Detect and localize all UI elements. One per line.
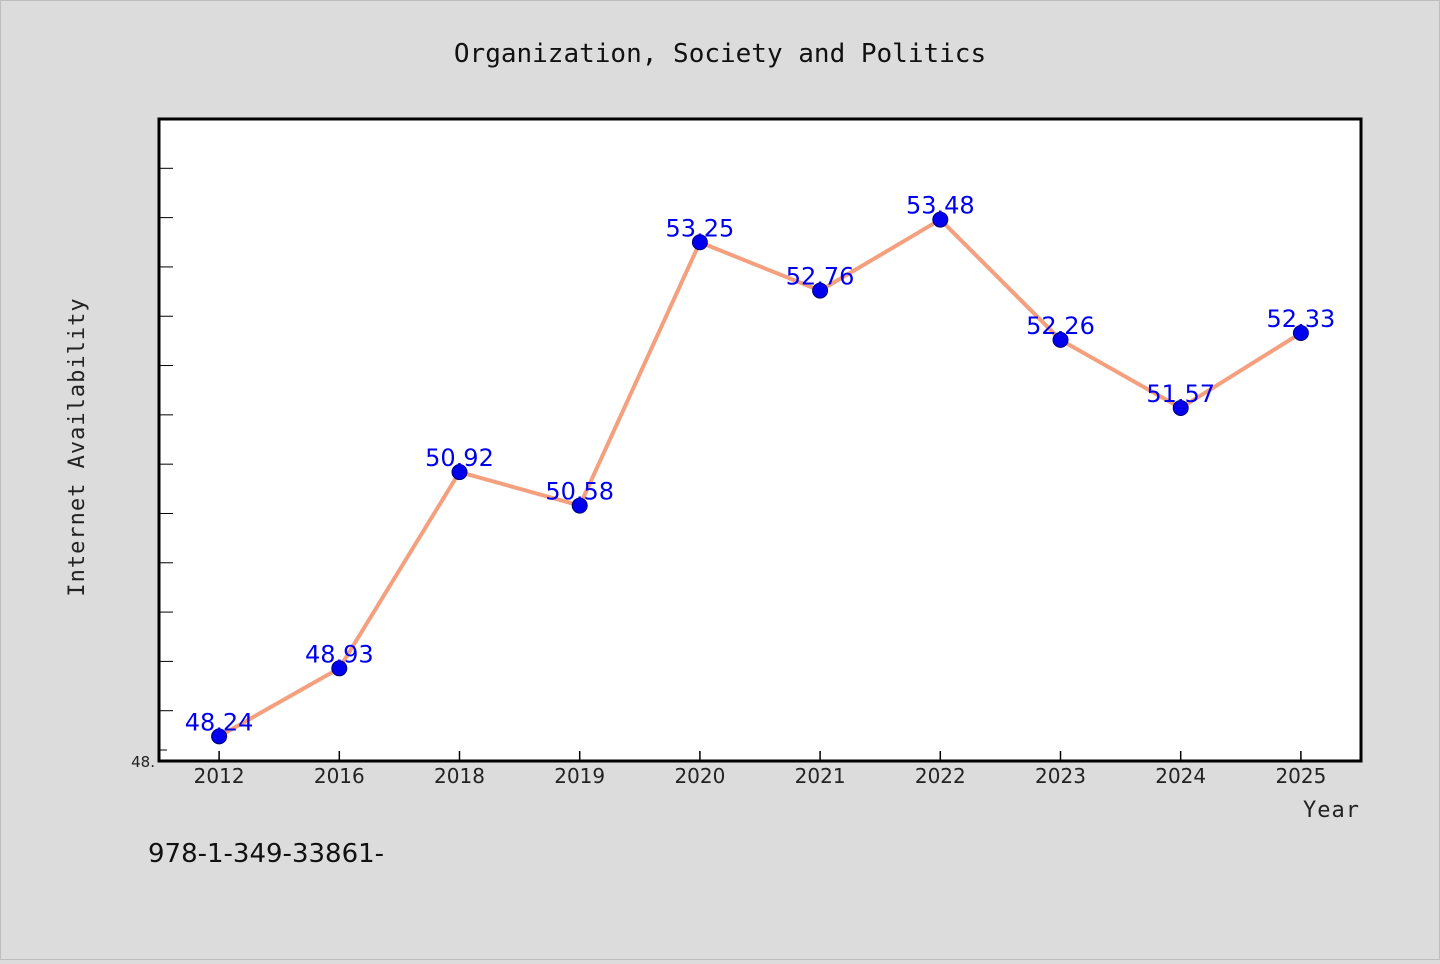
data-point bbox=[1052, 331, 1069, 348]
x-tick-label: 2018 bbox=[434, 764, 485, 788]
data-point bbox=[571, 497, 588, 514]
series-group: 48.24 48.93 50.92 50.58 53.25 52.76 53.48 52.26… bbox=[185, 192, 1336, 745]
data-label: 53.25 bbox=[666, 214, 735, 242]
data-point bbox=[812, 282, 829, 299]
data-label: 52.76 bbox=[786, 263, 855, 291]
data-point bbox=[331, 660, 348, 677]
data-label: 50.92 bbox=[425, 444, 494, 472]
plot-area bbox=[157, 117, 1363, 763]
y-axis-ticks bbox=[159, 167, 173, 751]
x-tick-label: 2019 bbox=[554, 764, 605, 788]
data-label: 52.26 bbox=[1026, 312, 1095, 340]
series-line bbox=[217, 217, 1303, 739]
x-tick-label: 2012 bbox=[194, 764, 245, 788]
data-point bbox=[1292, 325, 1309, 341]
x-tick-label: 2024 bbox=[1155, 764, 1206, 788]
x-tick-label: 2016 bbox=[314, 764, 365, 788]
x-tick-label: 2023 bbox=[1035, 764, 1086, 788]
y-axis-label: Internet Availability bbox=[65, 297, 90, 596]
x-tick-label: 2025 bbox=[1275, 764, 1326, 788]
x-tick-label: 2021 bbox=[795, 764, 846, 788]
data-point bbox=[1172, 399, 1189, 416]
data-point bbox=[211, 728, 228, 745]
x-tick-label: 2020 bbox=[674, 764, 725, 788]
y-tick-label: 48. bbox=[131, 753, 155, 771]
data-point bbox=[691, 234, 708, 251]
footer-text: 978-1-349-33861- bbox=[148, 839, 384, 869]
chart-title: Organization, Society and Politics bbox=[454, 39, 986, 69]
data-point bbox=[932, 211, 949, 228]
x-tick-label: 2022 bbox=[915, 764, 966, 788]
data-label: 50.58 bbox=[545, 478, 614, 506]
x-axis-ticks: 2012 2016 2018 2019 2020 2021 2022 2023 2024 2025 bbox=[194, 751, 1326, 788]
data-point bbox=[451, 464, 468, 481]
data-label: 48.93 bbox=[305, 640, 374, 668]
data-label: 52.33 bbox=[1267, 305, 1336, 333]
data-label: 48.24 bbox=[185, 708, 254, 736]
data-label: 53.48 bbox=[906, 192, 975, 220]
x-axis-label: Year bbox=[1303, 798, 1360, 823]
data-label: 51.57 bbox=[1146, 380, 1215, 408]
